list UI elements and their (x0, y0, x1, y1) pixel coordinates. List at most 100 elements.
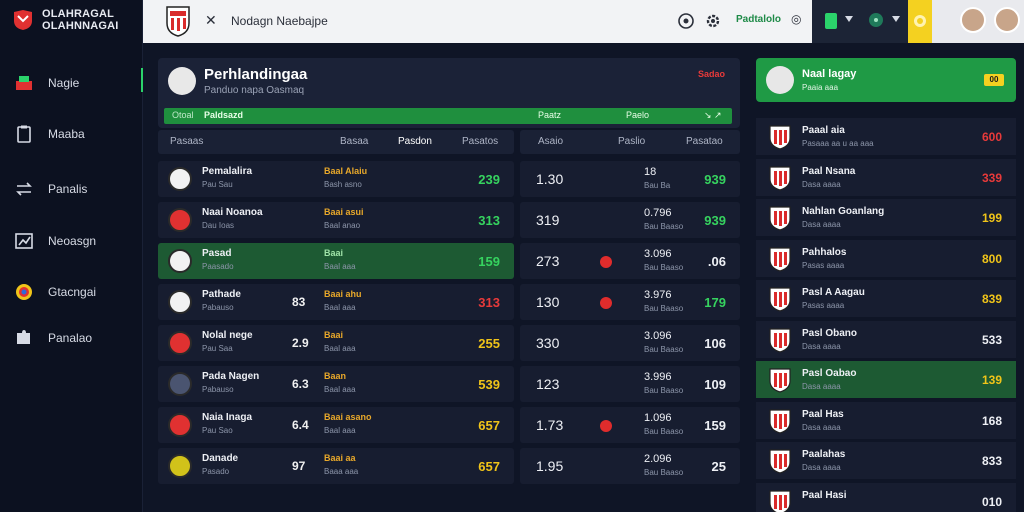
list-item[interactable]: Pasl Oabao Dasa aaaa 139 (756, 361, 1016, 399)
list-item[interactable]: Pahhalos Pasas aaaa 800 (756, 239, 1016, 278)
mid-table-header: Asaio Paslio Pasatao (520, 130, 740, 154)
filter-mid2[interactable]: Paelo (626, 110, 650, 120)
phone-icon[interactable] (824, 12, 838, 30)
odds-value[interactable]: 313 (478, 295, 500, 310)
list-item[interactable]: Paalahas Dasa aaaa 833 (756, 442, 1016, 480)
odds-value[interactable]: 539 (478, 377, 500, 392)
odds-away[interactable]: 159 (704, 418, 726, 433)
odds-home[interactable]: 1.73 (536, 417, 564, 433)
list-item[interactable]: Pasl A Aagau Pasas aaaa 839 (756, 280, 1016, 318)
tag-right-icon[interactable]: ◎ (791, 12, 802, 26)
live-badge[interactable]: Sadao (698, 69, 726, 79)
odds-draw[interactable]: 2.096 (644, 453, 672, 465)
table-row[interactable]: Pada Nagen Pabauso 6.3 Baan Baal aaa 539 (158, 366, 514, 402)
table-row[interactable]: 273 3.096 Bau Baaso .06 (520, 243, 740, 279)
odds-away[interactable]: 939 (704, 213, 726, 228)
team-name: Pathade (202, 289, 241, 300)
odds-away[interactable]: 109 (704, 377, 726, 392)
chevron-down-icon[interactable] (892, 16, 900, 22)
col-header[interactable]: Basaa (340, 136, 369, 147)
list-item[interactable]: Paal Has Dasa aaaa 168 (756, 401, 1016, 440)
table-row[interactable]: Naia Inaga Pau Sao 6.4 Baai asano Baal aaa 65… (158, 407, 514, 443)
sidebar-item-3[interactable]: Neoasgn (0, 216, 143, 266)
odds-draw[interactable]: 18 (644, 166, 657, 178)
table-row[interactable]: 319 0.796 Bau Baaso 939 (520, 202, 740, 238)
odds-draw[interactable]: 3.976 (644, 289, 672, 301)
filter-left[interactable]: Otoal (172, 110, 194, 120)
table-row[interactable]: 130 3.976 Bau Baaso 179 (520, 284, 740, 320)
col-header[interactable]: Pasaas (170, 136, 204, 147)
odds-home[interactable]: 1.30 (536, 171, 564, 187)
table-row[interactable]: Nolal nege Pau Saa 2.9 Baai Baal aaa 255 (158, 325, 514, 361)
odds-draw[interactable]: 3.096 (644, 330, 672, 342)
odds-value[interactable]: 255 (478, 336, 500, 351)
filter-end[interactable]: ↘ ↗ (704, 110, 722, 120)
odds-value[interactable]: 159 (478, 254, 500, 269)
avatar-secondary[interactable] (994, 7, 1020, 33)
odds-tag: Baan (324, 371, 347, 381)
odds-away[interactable]: 179 (704, 295, 726, 310)
filter-main[interactable]: Paldsazd (204, 110, 244, 120)
odds-home[interactable]: 1.95 (536, 458, 564, 474)
table-row[interactable]: 330 3.096 Bau Baaso 106 (520, 325, 740, 361)
chevron-down-icon[interactable] (845, 16, 853, 22)
list-item[interactable]: Paaal aia Pasaaa aa u aa aaa 600 (756, 118, 1016, 156)
col-header[interactable]: Pasdon (398, 136, 432, 147)
soccer-ball-icon[interactable] (677, 12, 695, 30)
odds-away[interactable]: 939 (704, 172, 726, 187)
odds-draw[interactable]: 3.996 (644, 371, 672, 383)
odds-home[interactable]: 319 (536, 212, 560, 228)
odds-draw[interactable]: 1.096 (644, 412, 672, 424)
live-dot-icon (600, 297, 612, 309)
sidebar-item-5[interactable]: Panalao (0, 318, 143, 358)
col-header[interactable]: Pasatos (462, 136, 499, 147)
list-item[interactable]: Paal Hasi 010 (756, 482, 1016, 512)
odds-home[interactable]: 330 (536, 335, 560, 351)
avatar[interactable] (960, 7, 986, 33)
table-row[interactable]: Pathade Pabauso 83 Baai ahu Baal aaa 313 (158, 284, 514, 320)
odds-draw[interactable]: 0.796 (644, 207, 672, 219)
filter-mid[interactable]: Paatz (538, 110, 562, 120)
col-header[interactable]: Paslio (618, 136, 646, 147)
sidebar-item-0[interactable]: Nagie (0, 60, 143, 106)
table-row[interactable]: Pemalalira Pau Sau Baal Alaiu Bash asno 239 (158, 161, 514, 197)
sidebar-item-2[interactable]: Panalis (0, 162, 143, 216)
table-row[interactable]: 1.95 2.096 Bau Baaso 25 (520, 448, 740, 484)
odds-away[interactable]: 25 (711, 459, 726, 474)
sidebar-item-4[interactable]: Gtacngai (0, 266, 143, 318)
sidebar-item-1[interactable]: Maaba (0, 106, 143, 162)
odds-home[interactable]: 273 (536, 253, 560, 269)
table-row[interactable]: 1.73 1.096 Bau Baaso 159 (520, 407, 740, 443)
table-row[interactable]: 1.30 18 Bau Ba 939 (520, 161, 740, 197)
header-link[interactable]: Padtalolo (736, 14, 782, 25)
club-crest-icon[interactable] (165, 5, 191, 37)
table-row[interactable]: Pasad Paasado Baai Baal aaa 159 (158, 243, 514, 279)
col-header[interactable]: Asaio (538, 136, 564, 147)
table-row[interactable]: Naai Noanoa Dau Ioas Baai asui Baal anao 313 (158, 202, 514, 238)
gear-icon[interactable] (704, 12, 722, 30)
odds-away[interactable]: 106 (704, 336, 726, 351)
list-item[interactable]: Nahlan Goanlang Dasa aaaa 199 (756, 199, 1016, 237)
odds-value[interactable]: 313 (478, 213, 500, 228)
close-icon[interactable]: ✕ (205, 12, 217, 28)
swap-icon (14, 179, 34, 199)
brand[interactable]: OLAHRAGAL OLAHNNAGAI (12, 8, 119, 32)
odds-home[interactable]: 123 (536, 376, 560, 392)
list-item[interactable]: Pasl Obano Dasa aaaa 533 (756, 320, 1016, 359)
standings-header[interactable]: Naal lagay Paaia aaa 00 (756, 58, 1016, 102)
bell-icon[interactable] (868, 12, 884, 28)
odds-draw[interactable]: 3.096 (644, 248, 672, 260)
search-input[interactable]: Nodagn Naebajpe (231, 14, 328, 28)
team-badge-icon (168, 208, 192, 232)
list-item[interactable]: Paal Nsana Dasa aaaa 339 (756, 158, 1016, 197)
filter-bar[interactable]: Otoal Paldsazd Paatz Paelo ↘ ↗ (164, 108, 732, 124)
odds-value[interactable]: 239 (478, 172, 500, 187)
table-row[interactable]: 123 3.996 Bau Baaso 109 (520, 366, 740, 402)
coin-badge[interactable] (908, 0, 932, 43)
table-row[interactable]: Danade Pasado 97 Baai aa Baaa aaa 657 (158, 448, 514, 484)
col-header[interactable]: Pasatao (686, 136, 723, 147)
odds-value[interactable]: 657 (478, 418, 500, 433)
odds-home[interactable]: 130 (536, 294, 560, 310)
odds-value[interactable]: 657 (478, 459, 500, 474)
odds-away[interactable]: .06 (707, 254, 726, 269)
